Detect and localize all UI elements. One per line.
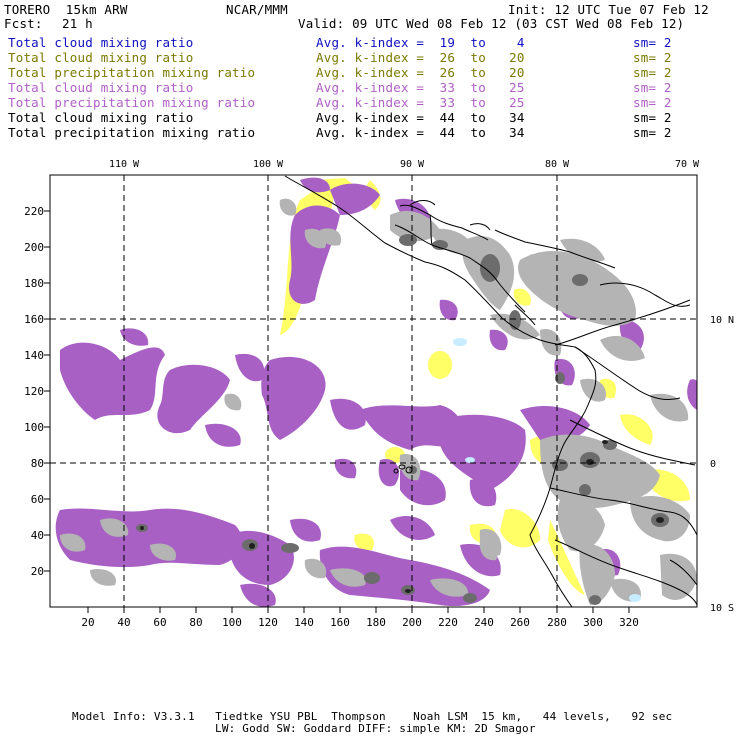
fcst-hours: 21 h xyxy=(62,16,93,31)
x-tick-label: 220 xyxy=(438,616,458,629)
lon-label: 110 W xyxy=(109,159,140,170)
lon-label: 80 W xyxy=(545,159,570,170)
x-tick-label: 80 xyxy=(189,616,202,629)
center-name: NCAR/MMM xyxy=(226,2,288,17)
x-tick-labels: 20 40 60 80 100 120 140 160 180 200 220 … xyxy=(81,616,639,629)
x-tick-marks xyxy=(87,607,630,613)
legend-field: Total cloud mixing ratio xyxy=(8,35,194,50)
x-tick-label: 260 xyxy=(510,616,530,629)
legend-field: Total cloud mixing ratio xyxy=(8,110,194,125)
legend-kindex: Avg. k-index = 33 to 25 xyxy=(316,80,525,95)
y-tick-label: 20 xyxy=(31,565,44,578)
y-tick-label: 40 xyxy=(31,529,44,542)
x-tick-label: 140 xyxy=(294,616,314,629)
footer-model-info: Model Info: V3.3.1 Tiedtke YSU PBL Thomp… xyxy=(72,710,673,723)
y-tick-labels: 20 40 60 80 100 120 140 160 180 200 220 xyxy=(24,205,44,578)
legend-sm: sm= 2 xyxy=(633,110,672,125)
legend-kindex: Avg. k-index = 26 to 20 xyxy=(316,65,525,80)
legend-field: Total cloud mixing ratio xyxy=(8,50,194,65)
legend-field: Total cloud mixing ratio xyxy=(8,80,194,95)
x-tick-label: 240 xyxy=(474,616,494,629)
legend-sm: sm= 2 xyxy=(633,65,672,80)
latlon-grid xyxy=(50,175,697,607)
legend-sm: sm= 2 xyxy=(633,35,672,50)
legend-field: Total precipitation mixing ratio xyxy=(8,125,256,140)
x-tick-label: 120 xyxy=(258,616,278,629)
legend-sm: sm= 2 xyxy=(633,80,672,95)
lon-label: 90 W xyxy=(400,159,425,170)
coastlines xyxy=(284,175,697,607)
x-tick-label: 320 xyxy=(619,616,639,629)
y-tick-label: 180 xyxy=(24,277,44,290)
x-tick-label: 40 xyxy=(117,616,130,629)
model-name: TORERO 15km ARW xyxy=(4,2,128,17)
x-tick-label: 300 xyxy=(583,616,603,629)
lightgray-field xyxy=(60,198,697,605)
lat-label: 10 N xyxy=(710,315,734,326)
map-field xyxy=(50,175,697,607)
x-tick-label: 160 xyxy=(330,616,350,629)
cyan-field xyxy=(453,338,641,602)
y-tick-label: 60 xyxy=(31,493,44,506)
y-tick-label: 140 xyxy=(24,349,44,362)
lon-label: 70 W xyxy=(675,159,700,170)
fcst-label: Fcst: xyxy=(4,16,43,31)
lat-label: 0 xyxy=(710,459,716,470)
y-tick-marks xyxy=(44,210,50,572)
valid-time: Valid: 09 UTC Wed 08 Feb 12 (03 CST Wed … xyxy=(298,16,685,31)
y-tick-label: 220 xyxy=(24,205,44,218)
legend-kindex: Avg. k-index = 26 to 20 xyxy=(316,50,525,65)
lon-label: 100 W xyxy=(253,159,284,170)
footer-physics-info: LW: Godd SW: Goddard DIFF: simple KM: 2D… xyxy=(215,722,536,735)
y-tick-label: 120 xyxy=(24,385,44,398)
x-tick-label: 20 xyxy=(81,616,94,629)
x-tick-label: 280 xyxy=(547,616,567,629)
legend-sm: sm= 2 xyxy=(633,125,672,140)
lat-label: 10 S xyxy=(710,603,734,614)
y-tick-label: 80 xyxy=(31,457,44,470)
y-tick-label: 160 xyxy=(24,313,44,326)
x-tick-label: 60 xyxy=(153,616,166,629)
legend-kindex: Avg. k-index = 44 to 34 xyxy=(316,125,525,140)
legend-kindex: Avg. k-index = 33 to 25 xyxy=(316,95,525,110)
x-tick-label: 180 xyxy=(366,616,386,629)
y-tick-label: 200 xyxy=(24,241,44,254)
legend-sm: sm= 2 xyxy=(633,95,672,110)
init-time: Init: 12 UTC Tue 07 Feb 12 xyxy=(508,2,709,17)
x-tick-label: 100 xyxy=(222,616,242,629)
legend-field: Total precipitation mixing ratio xyxy=(8,95,256,110)
legend-kindex: Avg. k-index = 19 to 4 xyxy=(316,35,525,50)
x-tick-label: 200 xyxy=(402,616,422,629)
legend-sm: sm= 2 xyxy=(633,50,672,65)
legend-kindex: Avg. k-index = 44 to 34 xyxy=(316,110,525,125)
y-tick-label: 100 xyxy=(24,421,44,434)
legend-field: Total precipitation mixing ratio xyxy=(8,65,256,80)
black-cores xyxy=(140,440,664,593)
